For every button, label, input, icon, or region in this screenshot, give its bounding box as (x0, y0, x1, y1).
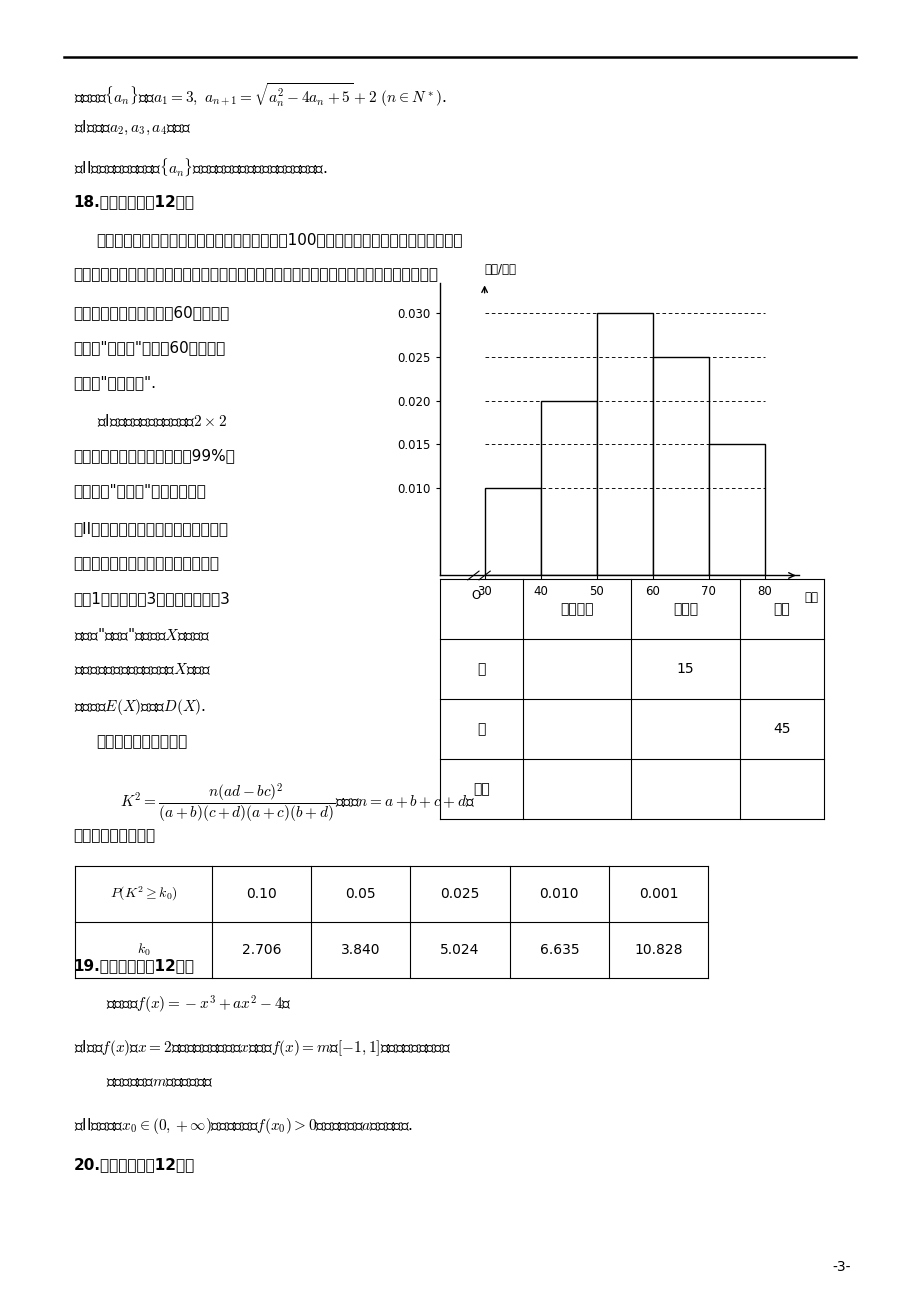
Text: 0.010: 0.010 (539, 887, 578, 901)
Text: 3.840: 3.840 (341, 943, 380, 957)
Text: 非读书迷: 非读书迷 (560, 603, 593, 616)
Text: 0.001: 0.001 (639, 887, 677, 901)
Text: 某校为了解学生课外阅读情况，学校随机抽取了100名学生对其课外阅读时间进行调查，: 某校为了解学生课外阅读情况，学校随机抽取了100名学生对其课外阅读时间进行调查， (96, 232, 462, 247)
Text: 6.635: 6.635 (539, 943, 579, 957)
Text: 已知函数$f(x)=-x^3+ax^2-4$．: 已知函数$f(x)=-x^3+ax^2-4$． (106, 993, 291, 1016)
Text: （I）若$f(x)$在$x=2$处取得极值，且关于$x$的方程$f(x)=m$在$[-1,1]$上恰有两个不同的实: （I）若$f(x)$在$x=2$处取得极值，且关于$x$的方程$f(x)=m$在… (74, 1038, 450, 1057)
Text: 15: 15 (675, 663, 694, 676)
Text: 5.024: 5.024 (440, 943, 479, 957)
Text: 0.10: 0.10 (245, 887, 277, 901)
Text: 合计: 合计 (773, 603, 789, 616)
Text: （II）若存在$x_0\in(0,+\infty)$，使得不等式$f(x_0)>0$成立，求实数$a$的取值范围.: （II）若存在$x_0\in(0,+\infty)$，使得不等式$f(x_0)>… (74, 1116, 413, 1135)
Text: 下面是根据调查结果绘制的学生日均课外阅读时间（单位：分钟）的频率分布直方图，若将: 下面是根据调查结果绘制的学生日均课外阅读时间（单位：分钟）的频率分布直方图，若将 (74, 267, 438, 283)
Bar (596, 314, 652, 575)
Text: 分钟: 分钟 (803, 591, 817, 604)
Text: $P(K^2\geq k_0)$: $P(K^2\geq k_0)$ (109, 884, 177, 904)
Bar (652, 357, 709, 575)
Text: （I）计算$a_2,a_3,a_4$的值；: （I）计算$a_2,a_3,a_4$的值； (74, 118, 191, 137)
Text: 已知数列$\{a_n\}$中，$a_1=3,\ a_{n+1}=\sqrt{a_n^2-4a_n+5}+2\ (n\in N^*)$.: 已知数列$\{a_n\}$中，$a_1=3,\ a_{n+1}=\sqrt{a_… (74, 81, 446, 108)
Text: 20.（本小题满分12分）: 20.（本小题满分12分） (74, 1157, 195, 1173)
Bar (709, 444, 764, 575)
Text: 18.（本小题满分12分）: 18.（本小题满分12分） (74, 194, 195, 210)
Text: 的列联表，并据此判断是否有99%的: 的列联表，并据此判断是否有99%的 (74, 448, 235, 464)
Text: 2.706: 2.706 (242, 943, 280, 957)
Text: 附：独立性检验统计量: 附：独立性检验统计量 (96, 734, 187, 750)
Text: 生称为"非读书迷".: 生称为"非读书迷". (74, 375, 156, 391)
Text: $K^2=\dfrac{n(ad-bc)^2}{(a+b)(c+d)(a+c)(b+d)}$，其中$n=a+b+c+d$，: $K^2=\dfrac{n(ad-bc)^2}{(a+b)(c+d)(a+c)(… (119, 781, 474, 824)
Text: （II）根据计算结果猜想$\{a_n\}$的通项公式，并用数学归纳法加以证明.: （II）根据计算结果猜想$\{a_n\}$的通项公式，并用数学归纳法加以证明. (74, 156, 327, 178)
Text: 45: 45 (772, 723, 790, 736)
Text: 大量学生中，用随机抽样的方法每次: 大量学生中，用随机抽样的方法每次 (74, 556, 220, 572)
Text: 人中的"读书迷"的人数为$X$，且每次: 人中的"读书迷"的人数为$X$，且每次 (74, 626, 210, 643)
Text: 10.828: 10.828 (634, 943, 682, 957)
Text: 19.（本小题满分12分）: 19.（本小题满分12分） (74, 958, 195, 974)
Text: 合计: 合计 (472, 783, 489, 796)
Text: 日均课外阅读时间不低于60分钟的学: 日均课外阅读时间不低于60分钟的学 (74, 305, 230, 320)
Bar (540, 401, 596, 575)
Text: 抽取1人，共抽取3次，记被抽取的3: 抽取1人，共抽取3次，记被抽取的3 (74, 591, 231, 607)
Text: 把握认为"读书迷"与性别有关？: 把握认为"读书迷"与性别有关？ (74, 483, 206, 499)
Text: 生称为"读书迷"，低于60分钟的学: 生称为"读书迷"，低于60分钟的学 (74, 340, 225, 355)
Text: -3-: -3- (832, 1260, 850, 1273)
Text: 0.025: 0.025 (440, 887, 479, 901)
Text: O: O (471, 589, 481, 602)
Text: 抽取的结果是相互独立的，求$X$的分布: 抽取的结果是相互独立的，求$X$的分布 (74, 661, 210, 677)
Text: （II）若将频率视为概率，现在从该校: （II）若将频率视为概率，现在从该校 (74, 521, 228, 536)
Text: 读书迷: 读书迷 (672, 603, 698, 616)
Text: 女: 女 (476, 723, 485, 736)
Text: 男: 男 (476, 663, 485, 676)
Text: 0.05: 0.05 (345, 887, 376, 901)
Text: 数根，求实数$m$的取值范围；: 数根，求实数$m$的取值范围； (106, 1074, 213, 1090)
Text: 独立性检验临界表：: 独立性检验临界表： (74, 828, 155, 844)
Text: （I）根据已知条件完成下面$2\times2$: （I）根据已知条件完成下面$2\times2$ (96, 413, 226, 430)
Text: $k_0$: $k_0$ (137, 941, 150, 958)
Bar (484, 488, 540, 575)
Text: 列，期望$E(X)$和方差$D(X)$.: 列，期望$E(X)$和方差$D(X)$. (74, 697, 205, 716)
Text: 频率/组距: 频率/组距 (484, 263, 516, 276)
